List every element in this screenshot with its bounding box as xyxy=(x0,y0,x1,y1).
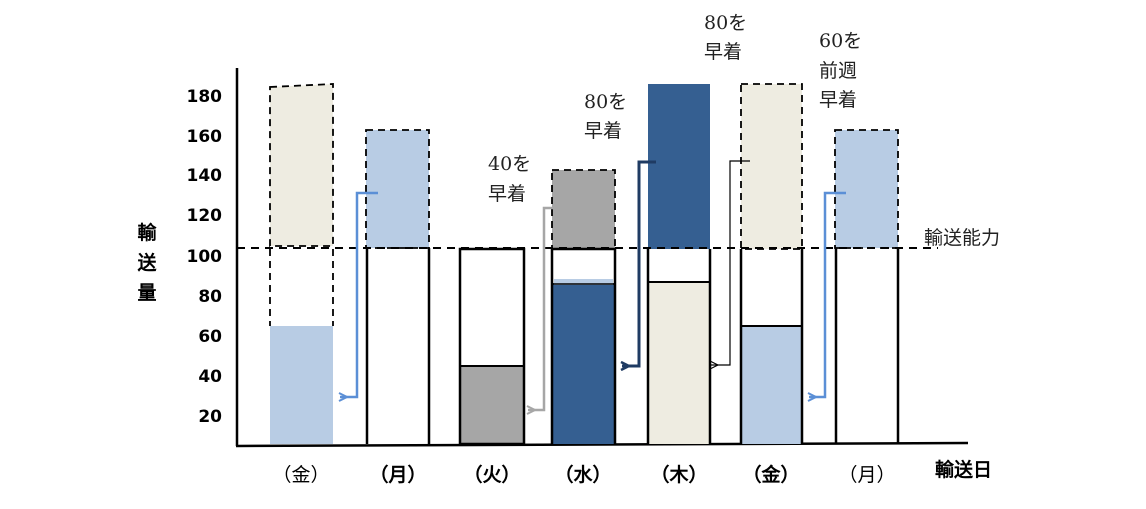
bar-segment-gray-dashed xyxy=(551,169,616,251)
bar-segment-beige xyxy=(648,282,710,444)
note-line: 40を xyxy=(488,153,531,175)
bar-segment-light-blue-dashed xyxy=(365,129,430,249)
y-axis-title-char: 送 xyxy=(137,251,157,274)
y-tick-label: 100 xyxy=(187,247,223,267)
note-line: 早着 xyxy=(819,89,857,111)
note-fri: 80を 早着 xyxy=(704,12,747,63)
y-tick-label: 140 xyxy=(187,166,223,186)
y-tick-label: 40 xyxy=(198,367,222,387)
arrow-thu-to-wed xyxy=(622,160,656,366)
y-tick-label: 60 xyxy=(198,327,222,347)
x-axis xyxy=(235,441,969,448)
note-mon: 60を 前週 早着 xyxy=(819,30,862,111)
y-tick-label: 120 xyxy=(187,206,223,226)
bar-segment-beige-dashed xyxy=(269,83,334,247)
arrow-wed-to-tue xyxy=(528,206,560,410)
arrow-fri-to-thu xyxy=(711,160,750,365)
note-line: 早着 xyxy=(488,183,526,205)
x-category-label: （月） xyxy=(369,463,426,486)
note-line: 早着 xyxy=(584,120,622,142)
bar-segment-light-blue-strip xyxy=(554,279,613,285)
y-axis-title: 輸 送 量 xyxy=(137,221,157,304)
bar-wed xyxy=(550,169,617,444)
y-tick-label: 180 xyxy=(187,87,223,107)
bar-segment-gray xyxy=(460,366,524,444)
arrow-mon-to-fri xyxy=(340,191,378,397)
y-tick-label: 80 xyxy=(198,287,222,307)
bar-segment-light-blue xyxy=(270,326,333,444)
y-tick-label: 160 xyxy=(187,127,223,147)
y-axis-title-char: 量 xyxy=(137,282,156,304)
bar-segment-light-blue xyxy=(552,250,615,283)
x-category-label: （水） xyxy=(554,463,611,486)
bar-segment-navy xyxy=(552,283,615,444)
x-category-label: （月） xyxy=(838,464,895,486)
bar-mon-next xyxy=(834,129,900,444)
note-thu: 80を 早着 xyxy=(584,91,627,142)
y-tick-label: 20 xyxy=(198,407,222,427)
x-category-label: （木） xyxy=(650,463,707,486)
bar-thu xyxy=(646,84,712,444)
note-line: 早着 xyxy=(704,41,742,63)
x-category-label: （金） xyxy=(742,463,799,486)
note-line: 60を xyxy=(819,30,862,52)
bar-segment-light-blue-dashed xyxy=(834,129,899,249)
note-line: 80を xyxy=(704,12,747,34)
y-tick-labels: 180 160 140 120 100 80 60 40 20 xyxy=(187,87,223,427)
note-line: 前週 xyxy=(819,60,857,82)
x-axis-title: 輸送日 xyxy=(935,458,992,481)
bar-fri-prev xyxy=(269,83,334,444)
bar-fri xyxy=(739,83,804,444)
bar-tue xyxy=(458,247,526,446)
x-category-labels: （金） （月） （火） （水） （木） （金） （月） xyxy=(272,463,895,486)
bar-segment-navy xyxy=(648,84,710,249)
bar-segment-light-blue xyxy=(741,326,802,444)
note-line: 80を xyxy=(584,91,627,113)
y-axis-title-char: 輸 xyxy=(137,221,157,244)
x-category-label: （火） xyxy=(463,463,520,486)
arrow-mon-to-fri-next xyxy=(809,191,846,397)
capacity-label: 輸送能力 xyxy=(924,227,1000,249)
bar-segment-beige-dashed xyxy=(740,83,803,250)
x-category-label: （金） xyxy=(272,464,329,486)
note-wed: 40を 早着 xyxy=(488,153,531,205)
bar-mon xyxy=(365,129,431,444)
